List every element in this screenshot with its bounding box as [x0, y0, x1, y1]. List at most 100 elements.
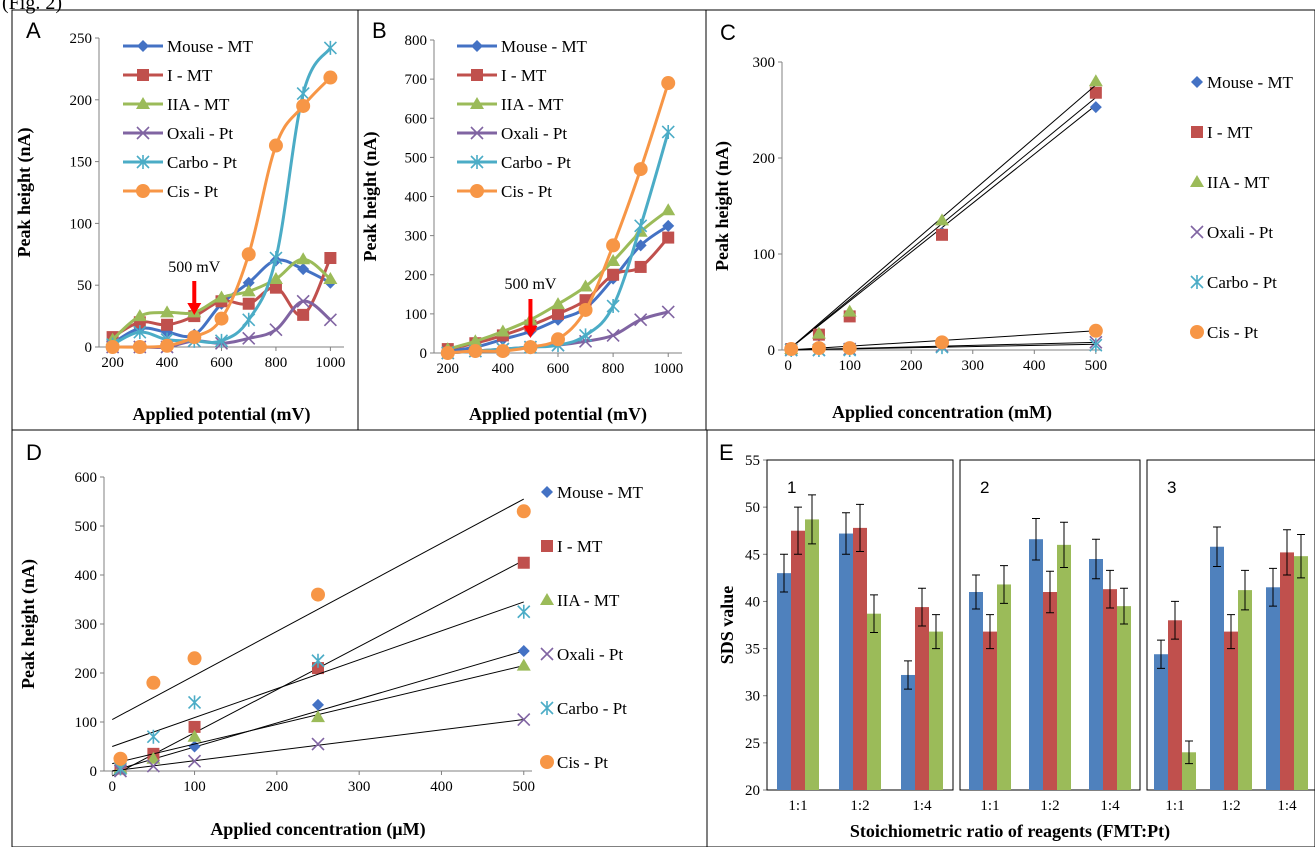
x-tick-label: 200 — [437, 361, 460, 377]
y-tick-label: 150 — [70, 155, 93, 171]
data-point — [523, 340, 538, 355]
bar — [901, 674, 915, 790]
data-point — [268, 272, 283, 285]
data-point — [187, 330, 202, 345]
legend-label: Cis - Pt — [1207, 323, 1258, 342]
data-point — [578, 328, 593, 343]
data-point — [269, 323, 283, 337]
data-point — [842, 304, 857, 317]
error-bar — [1092, 538, 1100, 580]
x-tick-label: 600 — [547, 361, 570, 377]
legend-marker — [1190, 325, 1204, 339]
x-tick-label: 600 — [210, 355, 233, 371]
category-label: 1:2 — [1040, 798, 1059, 814]
legend-label: Mouse - MT — [557, 483, 644, 502]
legend-marker — [1191, 126, 1203, 138]
error-bar — [780, 553, 788, 593]
y-axis-title: Peak height (nA) — [14, 127, 35, 257]
x-tick-label: 200 — [101, 355, 124, 371]
category-label: 1:4 — [1277, 798, 1297, 814]
legend-marker — [540, 755, 554, 769]
data-point — [146, 729, 160, 744]
data-point — [842, 341, 857, 356]
data-point — [297, 308, 310, 321]
legend: Mouse - MT I - MT IIA - MT Oxali - Pt Carbo … — [457, 37, 588, 201]
bar — [1280, 552, 1294, 790]
bar — [997, 584, 1011, 790]
data-point — [188, 740, 201, 753]
data-point — [1088, 74, 1103, 87]
x-tick-label: 800 — [602, 361, 625, 377]
data-point — [242, 276, 255, 289]
x-tick-label: 100 — [838, 358, 861, 374]
data-point — [517, 712, 531, 727]
error-bar — [1185, 740, 1193, 765]
y-tick-label: 100 — [753, 247, 776, 263]
data-point — [160, 305, 175, 318]
category-label: 1:1 — [1165, 798, 1184, 814]
legend-label: Carbo - Pt — [167, 153, 237, 172]
legend-marker — [470, 97, 484, 109]
data-point — [936, 228, 948, 241]
legend-marker — [540, 701, 554, 715]
data-point — [661, 305, 675, 319]
bar — [1294, 556, 1308, 790]
legend-marker — [137, 69, 149, 81]
y-tick-label: 200 — [753, 151, 776, 167]
legend-label: I - MT — [1207, 123, 1253, 142]
y-tick-label: 0 — [85, 340, 93, 356]
data-point — [296, 294, 310, 308]
data-point — [606, 238, 621, 253]
data-point — [935, 213, 949, 226]
legend-marker — [540, 593, 554, 605]
series-line — [111, 46, 332, 346]
data-point — [146, 675, 161, 690]
error-bar — [1171, 600, 1179, 640]
error-bar — [1046, 570, 1054, 614]
bar — [1168, 620, 1182, 790]
y-tick-label: 40 — [745, 594, 760, 610]
y-tick-label: 50 — [745, 500, 760, 516]
legend-label: Cis - Pt — [501, 182, 552, 201]
legend-label: IIA - MT — [167, 95, 230, 114]
y-tick-label: 200 — [70, 93, 93, 109]
data-point — [146, 751, 161, 764]
data-point — [297, 263, 310, 276]
legend-marker — [471, 69, 483, 81]
x-tick-label: 400 — [156, 355, 179, 371]
legend-marker — [1191, 76, 1203, 88]
data-point — [296, 86, 310, 101]
data-point — [242, 331, 256, 345]
data-point — [551, 332, 565, 347]
data-point — [311, 737, 325, 751]
error-bar — [808, 494, 816, 545]
y-tick-label: 100 — [70, 216, 93, 232]
data-point — [516, 504, 531, 519]
panel-label: B — [372, 18, 387, 43]
series-iia-mt — [112, 658, 531, 774]
panel-A: A 0 50 100 150 200 250 200 400 600 800 1000 Applied … — [11, 9, 359, 431]
legend-label: Cis - Pt — [557, 753, 608, 772]
x-tick-label: 0 — [108, 779, 116, 795]
x-tick-label: 400 — [492, 361, 515, 377]
data-point — [634, 239, 647, 252]
y-tick-label: 45 — [745, 547, 760, 563]
y-tick-label: 55 — [745, 453, 760, 469]
y-axis-title: Peak height (nA) — [18, 559, 39, 689]
legend-label: Carbo - Pt — [557, 699, 627, 718]
data-point — [242, 312, 256, 327]
y-tick-label: 200 — [405, 268, 428, 284]
x-axis-title: Applied concentration (µM) — [210, 819, 425, 840]
data-point — [634, 218, 648, 233]
subplot-label: 3 — [1167, 478, 1176, 497]
x-tick-label: 200 — [266, 779, 289, 795]
data-point — [1089, 86, 1102, 99]
y-axis-title: Peak height (nA) — [360, 131, 381, 261]
x-axis-title: Applied potential (mV) — [469, 404, 647, 425]
panel-label: C — [720, 20, 736, 45]
legend-label: Oxali - Pt — [167, 124, 233, 143]
data-point — [517, 644, 530, 657]
error-bar — [1060, 521, 1068, 568]
bar — [1057, 544, 1071, 790]
data-point — [242, 297, 255, 310]
